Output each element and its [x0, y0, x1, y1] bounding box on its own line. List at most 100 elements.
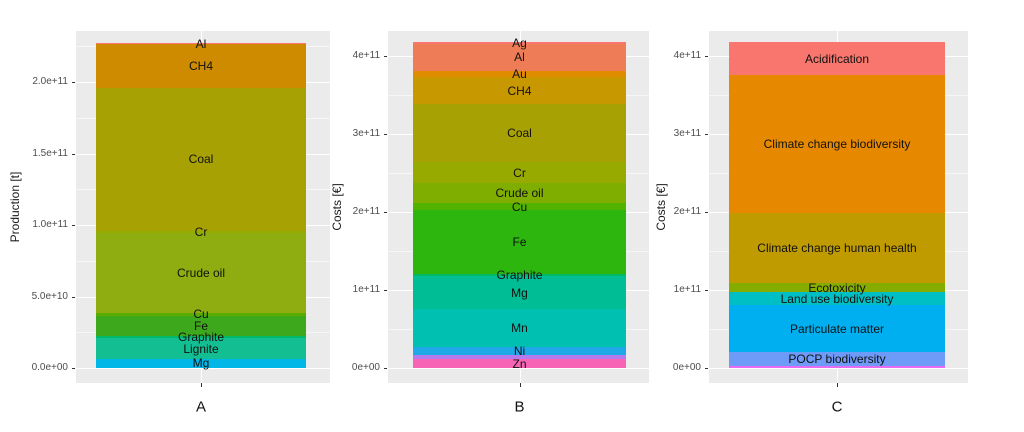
segment-label: Fe [193, 319, 209, 334]
y-tick-label: 2e+11 [352, 206, 380, 217]
y-tick-mark [72, 296, 75, 298]
stacked-bar-c [729, 41, 945, 368]
stacked-bar-a [96, 42, 306, 368]
y-tick-mark [384, 134, 387, 135]
segment-label: Graphite [177, 330, 225, 345]
segment-label: Particulate matter [789, 321, 885, 336]
y-axis-title-b: Costs [€] [330, 183, 344, 231]
segment-label: Au [512, 66, 527, 81]
y-tick-label: 4e+11 [352, 50, 380, 61]
y-tick-label: 2.0e+11 [32, 76, 68, 87]
bar-segment-crude-oil [96, 232, 306, 313]
y-tick-mark [705, 368, 708, 369]
y-axis-title-a: Production [t] [8, 171, 22, 243]
x-tick-mark [519, 383, 521, 387]
segment-label: Mg [511, 285, 528, 300]
bar-segment-mg [413, 275, 626, 310]
segment-label: Ag [512, 35, 527, 50]
y-tick-mark [384, 368, 387, 369]
bar-segment-au [413, 70, 626, 78]
bar-segment-cr [96, 230, 306, 233]
y-tick-mark [705, 134, 708, 135]
bar-segment-ch4 [96, 44, 306, 88]
segment-label: Graphite [496, 267, 543, 282]
y-tick-label: 0.0e+00 [31, 362, 68, 373]
y-tick-label: 5.0e+10 [31, 290, 68, 302]
bar-segment-graphite [96, 336, 306, 339]
y-tick-mark [705, 56, 708, 57]
bar-segment [413, 355, 626, 359]
bar-segment-cr [413, 162, 626, 184]
bar-segment-ch4 [413, 77, 626, 104]
y-tick-label: 1.5e+11 [32, 147, 68, 159]
segment-label: Zn [512, 356, 527, 371]
bar-segment-climate-change-human-health [729, 213, 945, 284]
segment-label: Land use biodiversity [780, 291, 894, 306]
y-tick-mark [705, 212, 708, 213]
segment-label: Ecotoxicity [808, 280, 866, 295]
segment-label: Lignite [183, 341, 219, 356]
segment-label: Al [514, 50, 525, 65]
y-tick-label: 3e+11 [673, 128, 701, 139]
bar-segment-al [413, 43, 626, 71]
bar-segment-ecotoxicity [729, 283, 945, 293]
y-tick-label: 2e+11 [673, 206, 701, 217]
y-tick-label: 0e+00 [672, 362, 701, 373]
bar-segment-fe [96, 315, 306, 337]
y-tick-label: 1e+11 [352, 284, 380, 295]
y-tick-label: 1.0e+11 [32, 219, 68, 230]
bar-segment-zn [413, 358, 626, 368]
bar-segment-mn [413, 309, 626, 347]
y-tick-mark [384, 290, 387, 291]
x-tick-mark [837, 383, 838, 387]
segment-label: Acidification [804, 51, 870, 66]
segment-label: CH4 [188, 59, 214, 74]
segment-label: Al [195, 36, 207, 51]
bar-segment-fe [413, 209, 626, 274]
gridline-major [76, 368, 330, 369]
segment-label: Cr [513, 165, 526, 180]
bar-segment-mg [96, 358, 306, 368]
bar-segment-acidification [729, 41, 945, 76]
y-tick-mark [705, 290, 708, 291]
panel-letter-b: B [514, 398, 525, 416]
y-tick-label: 4e+11 [673, 50, 701, 61]
segment-label: Coal [188, 152, 214, 167]
bar-segment-land-use-biodiversity [729, 292, 945, 306]
y-tick-mark [72, 153, 75, 155]
x-tick-mark [201, 383, 202, 387]
bar-segment-coal [96, 87, 306, 231]
segment-label: POCP biodiversity [788, 352, 886, 367]
bar-segment-climate-change-biodiversity [729, 75, 945, 214]
bar-segment-ni [413, 346, 626, 356]
y-axis-title-c: Costs [€] [654, 183, 668, 231]
y-tick-label: 1e+11 [673, 284, 701, 295]
gridline-major [709, 368, 968, 369]
stacked-bar-b [413, 41, 626, 368]
segment-label: Mn [511, 321, 528, 336]
bar-segment-pocp-biodiversity [729, 351, 945, 366]
segment-label: CH4 [507, 83, 532, 98]
bar-segment-crude-oil [413, 183, 626, 203]
gridline-major [388, 368, 649, 369]
y-tick-mark [384, 56, 387, 57]
y-tick-mark [72, 225, 75, 226]
bar-segment-cu [413, 202, 626, 210]
panel-letter-a: A [195, 398, 207, 416]
panel-letter-c: C [831, 398, 843, 416]
bar-segment-lignite [96, 338, 306, 359]
segment-label: Crude oil [176, 265, 226, 280]
segment-label: Cr [194, 224, 208, 239]
segment-label: Crude oil [495, 186, 544, 201]
segment-label: Cu [511, 199, 528, 214]
bar-segment [729, 365, 945, 368]
y-tick-mark [384, 212, 387, 213]
segment-label: Climate change human health [757, 241, 917, 256]
bar-segment-particulate-matter [729, 305, 945, 352]
segment-label: Mg [192, 356, 210, 371]
y-tick-label: 3e+11 [352, 128, 380, 139]
segment-label: Climate change biodiversity [763, 137, 911, 152]
bar-segment-al [96, 42, 306, 45]
segment-label: Fe [512, 235, 527, 250]
